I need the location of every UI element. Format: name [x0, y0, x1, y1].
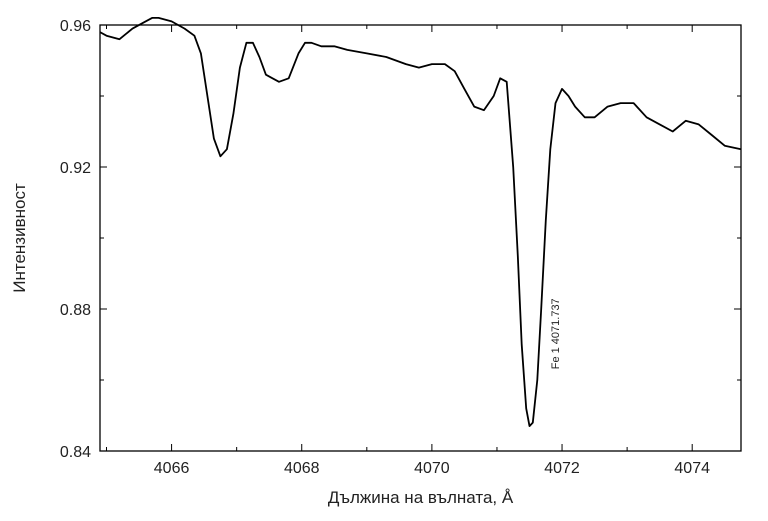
x-tick-label: 4072	[544, 460, 580, 477]
ticks-layer	[100, 24, 741, 452]
y-tick-label: 0.96	[60, 18, 91, 35]
x-tick-label: 4074	[674, 460, 710, 477]
y-tick-label: 0.88	[60, 302, 91, 319]
plot-frame	[99, 24, 742, 452]
x-axis-label: Дължина на вълната, Å	[328, 488, 514, 507]
fe-line-annotation: Fe 1 4071.737	[550, 298, 562, 369]
y-tick-label: 0.92	[60, 160, 91, 177]
y-tick-label: 0.84	[60, 444, 91, 461]
labels-layer: 4066 4068 4070 4072 4074 0.84 0.88 0.92 0.96	[60, 18, 710, 477]
intensity-line	[99, 17, 742, 427]
x-tick-label: 4068	[284, 460, 320, 477]
y-axis-label: Интензивност	[10, 183, 29, 293]
x-tick-label: 4070	[414, 460, 450, 477]
x-tick-label: 4066	[154, 460, 190, 477]
